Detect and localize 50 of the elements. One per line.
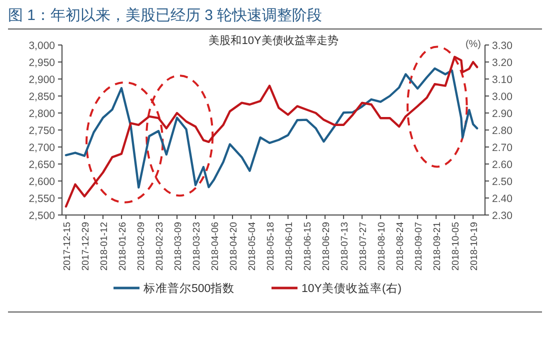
- y2-tick-label: 3.00: [492, 91, 513, 103]
- x-tick-label: 2018-09-21: [432, 222, 444, 271]
- x-tick-label: 2018-08-24: [395, 222, 406, 271]
- x-tick-label: 2018-06-01: [284, 222, 296, 271]
- x-tick-label: 2018-09-07: [414, 222, 425, 271]
- y-tick-label: 2,750: [28, 125, 56, 137]
- y-tick-label: 2,850: [28, 91, 56, 103]
- x-tick-label: 2018-10-05: [450, 222, 462, 271]
- y-tick-label: 2,900: [28, 74, 56, 86]
- y2-tick-label: 2.50: [492, 176, 513, 188]
- y-tick-label: 2,500: [28, 210, 56, 222]
- x-tick-label: 2018-10-19: [469, 222, 480, 271]
- y2-tick-label: 3.10: [492, 74, 513, 86]
- title: 图 1：年初以来，美股已经历 3 轮快速调整阶段: [8, 7, 322, 24]
- x-tick-label: 2017-12-29: [80, 222, 92, 271]
- y2-tick-label: 3.20: [492, 57, 513, 69]
- y2-tick-label: 2.80: [492, 125, 513, 137]
- y2-axis-title: (%): [465, 39, 481, 50]
- y-tick-label: 2,650: [28, 159, 56, 171]
- legend-label: 标准普尔500指数: [142, 281, 235, 295]
- y-tick-label: 2,600: [28, 176, 56, 188]
- x-tick-label: 2017-12-15: [62, 222, 73, 271]
- x-tick-label: 2018-03-23: [192, 222, 203, 271]
- x-tick-label: 2018-01-26: [117, 222, 128, 271]
- x-tick-label: 2018-08-10: [376, 222, 388, 271]
- y2-tick-label: 2.60: [492, 159, 513, 171]
- x-tick-label: 2018-02-23: [154, 222, 166, 271]
- x-tick-label: 2018-06-15: [302, 222, 314, 271]
- x-tick-label: 2018-03-09: [173, 222, 184, 271]
- x-tick-label: 2018-05-18: [266, 222, 277, 271]
- y2-tick-label: 3.30: [492, 40, 513, 52]
- x-tick-label: 2018-04-20: [228, 222, 240, 271]
- y-tick-label: 2,550: [28, 193, 56, 205]
- x-tick-label: 2018-07-27: [358, 222, 370, 271]
- x-tick-label: 2018-05-04: [247, 222, 258, 271]
- x-tick-label: 2018-02-09: [136, 222, 147, 271]
- y-tick-label: 2,700: [28, 142, 56, 154]
- x-tick-label: 2018-04-06: [210, 222, 222, 271]
- y-tick-label: 3,000: [28, 40, 56, 52]
- y2-tick-label: 2.40: [492, 193, 513, 205]
- y-tick-label: 2,800: [28, 108, 56, 120]
- y2-tick-label: 2.90: [492, 108, 513, 120]
- legend-label: 10Y美债收益率(右): [302, 281, 402, 295]
- subtitle: 美股和10Y美债收益率走势: [208, 35, 338, 47]
- x-tick-label: 2018-01-12: [98, 222, 110, 271]
- y2-tick-label: 2.70: [492, 142, 513, 154]
- y-tick-label: 2,950: [28, 57, 56, 69]
- x-tick-label: 2018-06-29: [321, 222, 332, 271]
- y2-tick-label: 2.30: [492, 210, 513, 222]
- x-tick-label: 2018-07-13: [340, 222, 351, 271]
